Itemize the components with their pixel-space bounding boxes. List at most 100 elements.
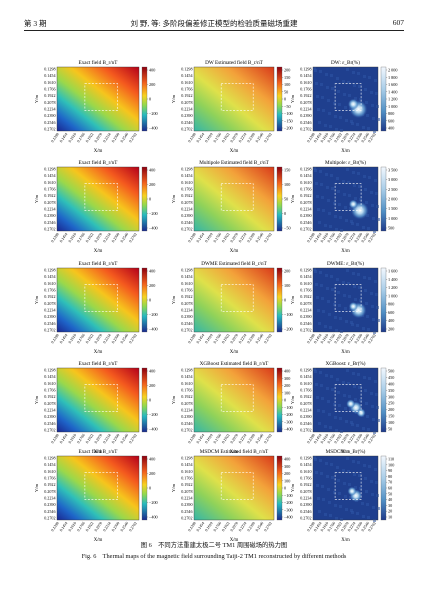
y-tick-label: 0.2234 [300,496,311,501]
colorbar-tick-label: 0 [149,398,151,403]
x-tick-label: 0.2702 [367,433,376,444]
y-tick-label: 0.1766 [181,388,192,393]
y-tick-label: 0.2702 [300,516,311,521]
colorbar-tick-label: 0 [284,298,286,303]
x-tick-label: 0.1610 [320,333,329,344]
y-tick-label: 0.1454 [181,173,192,178]
colorbar-tick-label: −400 [284,515,293,520]
x-tick-label: 0.1610 [68,232,77,243]
x-tick-label: 0.2234 [347,232,356,243]
y-tick-label: 0.1298 [181,368,192,373]
panel-title: DWME: ε_Br(%) [327,260,364,267]
colorbar-tick-label: 450 [388,375,394,380]
x-tick-label: 0.2234 [102,521,111,532]
colorbar-tick-label: 40 [388,497,392,502]
colorbar-tick-label: −50 [284,226,291,231]
y-tick-label: 0.1922 [300,193,311,198]
colorbar-tick-label: −400 [149,327,158,332]
y-tick-label: 0.1454 [300,173,311,178]
x-tick-label: 0.1610 [68,132,77,143]
y-tick-label: 0.2702 [300,428,311,433]
x-tick-label: 0.2234 [238,132,247,143]
x-tick-label: 0.2078 [94,433,103,444]
y-axis-label: Y/m [171,395,176,404]
colorbar [380,66,387,132]
y-tick-label: 0.1766 [300,87,311,92]
y-tick-label: 0.1766 [44,476,55,481]
colorbar-tick-label: −400 [284,427,293,432]
x-tick-label: 0.2702 [128,521,137,532]
colorbar-tick-label: 400 [149,68,155,73]
colorbar [141,367,148,433]
colorbar-tick-label: 100 [388,420,394,425]
x-tick-label: 0.1454 [59,232,68,243]
x-tick-label: 0.1922 [85,433,94,444]
y-tick-label: 0.1454 [181,462,192,467]
x-tick-label: 0.1922 [221,132,230,143]
x-tick-label: 0.2234 [102,433,111,444]
heatmap [194,268,274,332]
test-mass-outline [220,83,254,111]
test-mass-outline [84,384,118,412]
figure-row-1: Exact field B_r/nT0.12980.14540.16100.17… [34,59,397,154]
colorbar-tick-label: 300 [388,394,394,399]
colorbar-tick-label: 1 800 [388,75,397,80]
y-tick-label: 0.1454 [44,73,55,78]
y-tick-label: 0.2546 [181,321,192,326]
test-mass-outline [220,472,254,500]
y-tick-label: 0.1610 [181,180,192,185]
x-tick-label: 0.1454 [313,132,322,143]
panel-title: DWME Estimated field B_r/nT [201,260,267,267]
x-tick-label: 0.1766 [213,232,222,243]
x-tick-label: 0.2390 [111,132,120,143]
y-tick-label: 0.2234 [300,107,311,112]
y-tick-label: 0.2390 [181,213,192,218]
x-tick-label: 0.2078 [230,132,239,143]
y-tick-label: 0.1610 [181,381,192,386]
y-axis-label: Y/m [290,94,295,103]
colorbar-tick-label: −300 [284,419,293,424]
x-tick-label: 0.2390 [354,232,363,243]
x-tick-label: 0.2702 [128,333,137,344]
y-tick-label: 0.2234 [181,207,192,212]
y-tick-label: 0.1298 [300,167,311,172]
y-tick-label: 0.2702 [44,428,55,433]
colorbar-tick-label: −300 [284,507,293,512]
x-axis-label: X/m [94,249,103,254]
y-tick-label: 0.1610 [300,381,311,386]
y-tick-label: 0.2546 [44,220,55,225]
colorbar-tick-label: 30 [388,503,392,508]
heatmap-panel-5-2: MSDCM Estimated field B_r/nT0.12980.1454… [171,448,293,543]
heatmap-panel-2-2: Multipole Estimated field B_r/nT0.12980.… [171,159,291,254]
y-tick-label: 0.1454 [44,274,55,279]
heatmap-panel-3-3: DWME: ε_Br(%)0.12980.14540.16100.17660.1… [290,260,397,355]
x-tick-label: 0.2546 [120,132,129,143]
colorbar-tick-label: 2 500 [388,187,397,192]
x-tick-label: 0.2546 [361,333,370,344]
y-tick-label: 0.1298 [300,368,311,373]
x-tick-label: 0.2390 [354,433,363,444]
test-mass-outline [84,183,118,211]
x-tick-label: 0.1922 [85,521,94,532]
x-tick-label: 0.1922 [85,232,94,243]
colorbar-tick-label: 200 [149,283,155,288]
test-mass-outline [334,284,362,312]
colorbar-tick-label: 200 [149,383,155,388]
y-axis-label: Y/m [171,295,176,304]
x-tick-label: 0.2702 [367,132,376,143]
x-tick-label: 0.2078 [230,521,239,532]
x-tick-label: 0.1298 [50,333,59,344]
figure-row-4: Exact field B_r/nT0.12980.14540.16100.17… [34,360,394,455]
x-tick-label: 0.2234 [102,333,111,344]
x-tick-label: 0.2390 [111,333,120,344]
x-tick-label: 0.1454 [313,521,322,532]
y-axis-label: Y/m [171,194,176,203]
colorbar-tick-label: 300 [284,464,290,469]
x-tick-label: 0.1610 [204,333,213,344]
panel-title: Exact field B_r/nT [79,260,119,267]
x-tick-label: 0.1298 [187,521,196,532]
y-tick-label: 0.2078 [300,489,311,494]
colorbar-tick-label: 0 [284,97,286,102]
colorbar-tick-label: −200 [284,327,293,332]
